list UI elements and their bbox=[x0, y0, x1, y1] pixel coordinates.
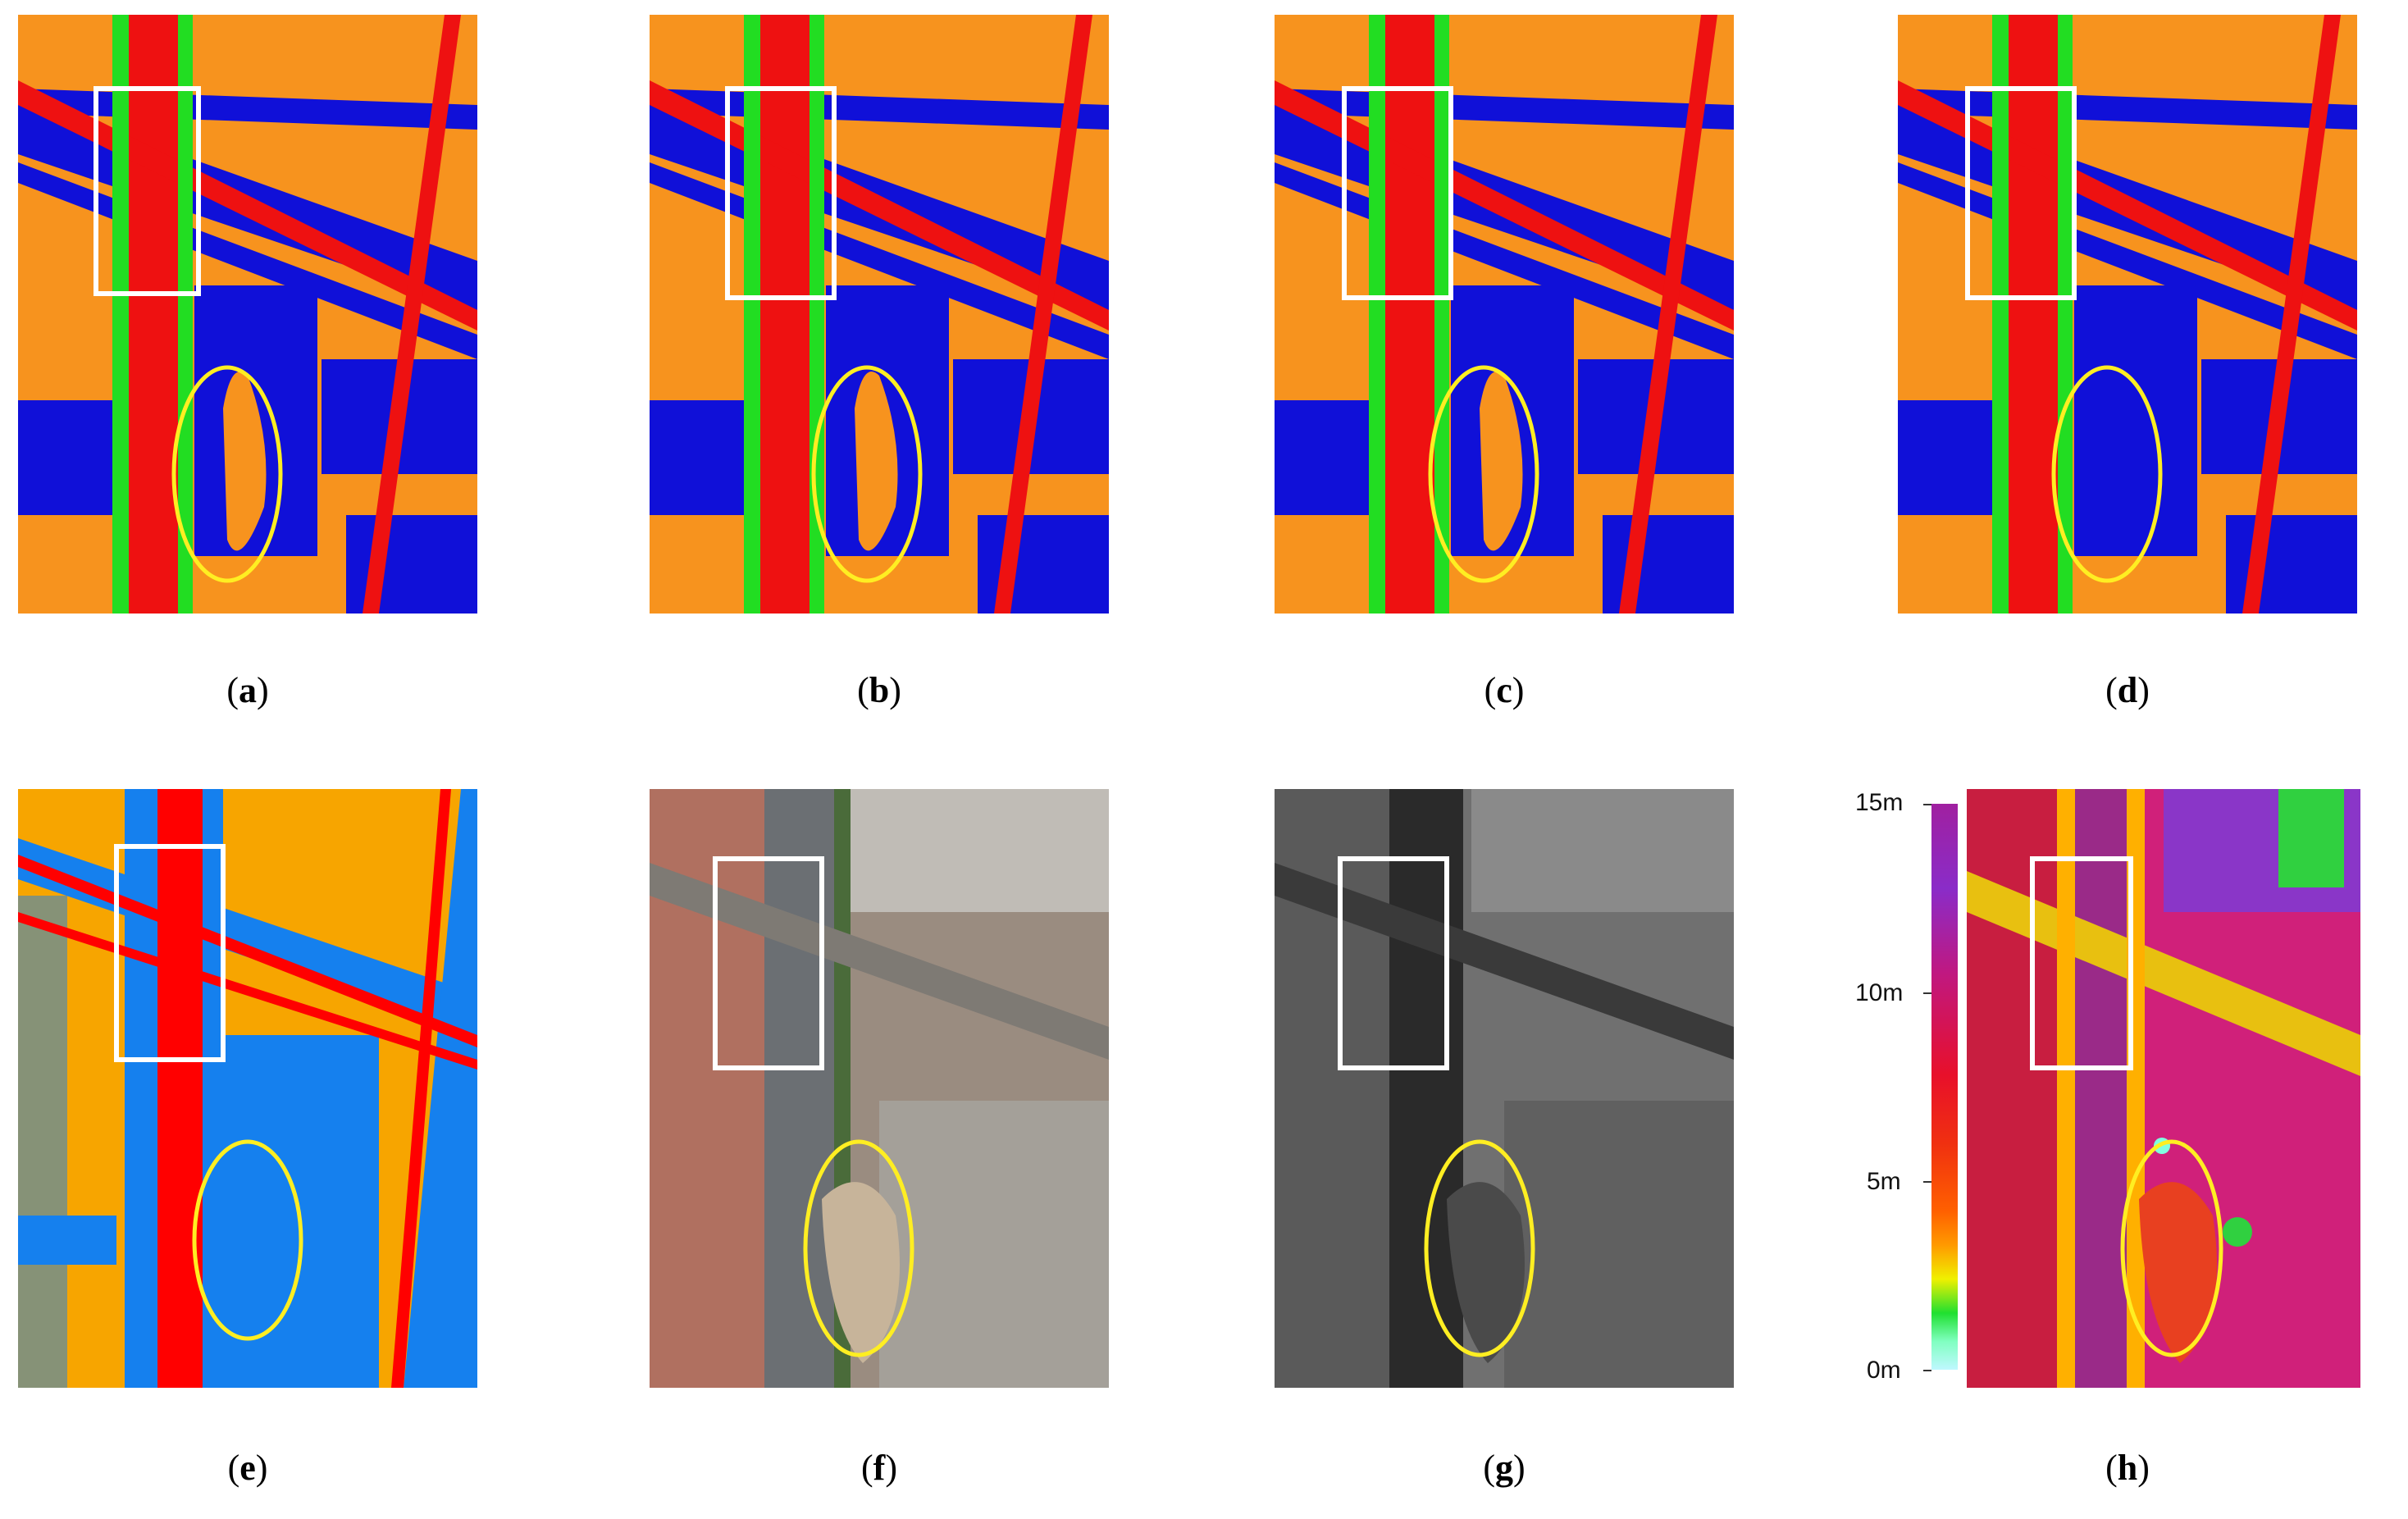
height-color-scale bbox=[1931, 804, 1958, 1370]
scale-label-5m: 5m bbox=[1867, 1168, 1901, 1195]
height-map-h bbox=[1967, 789, 2360, 1388]
grayscale-image-g bbox=[1275, 789, 1734, 1388]
caption-e: (e) bbox=[227, 1448, 268, 1488]
caption-f: (f) bbox=[861, 1448, 897, 1488]
panel-a bbox=[18, 15, 477, 614]
classification-map-a bbox=[18, 15, 477, 614]
rgb-aerial-image-f bbox=[650, 789, 1109, 1388]
scale-label-0m: 0m bbox=[1867, 1357, 1901, 1384]
panel-h bbox=[1967, 789, 2360, 1388]
panel-f bbox=[650, 789, 1109, 1388]
panel-b bbox=[650, 15, 1109, 614]
classification-map-d bbox=[1898, 15, 2357, 614]
panel-e bbox=[18, 789, 477, 1388]
panel-c bbox=[1275, 15, 1734, 614]
panel-g bbox=[1275, 789, 1734, 1388]
scale-tick-5 bbox=[1923, 1181, 1931, 1183]
caption-d: (d) bbox=[2105, 670, 2150, 710]
classification-map-c bbox=[1275, 15, 1734, 614]
scale-tick-15 bbox=[1923, 804, 1931, 805]
scale-label-10m: 10m bbox=[1855, 979, 1904, 1006]
scale-label-15m: 15m bbox=[1855, 789, 1904, 816]
classification-map-b bbox=[650, 15, 1109, 614]
panel-d bbox=[1898, 15, 2357, 614]
caption-c: (c) bbox=[1484, 670, 1525, 710]
scale-tick-0 bbox=[1923, 1370, 1931, 1371]
caption-b: (b) bbox=[857, 670, 901, 710]
caption-a: (a) bbox=[226, 670, 269, 710]
scale-tick-10 bbox=[1923, 992, 1931, 994]
caption-h: (h) bbox=[2105, 1448, 2150, 1488]
ground-truth-map-e bbox=[18, 789, 477, 1388]
caption-g: (g) bbox=[1483, 1448, 1526, 1488]
